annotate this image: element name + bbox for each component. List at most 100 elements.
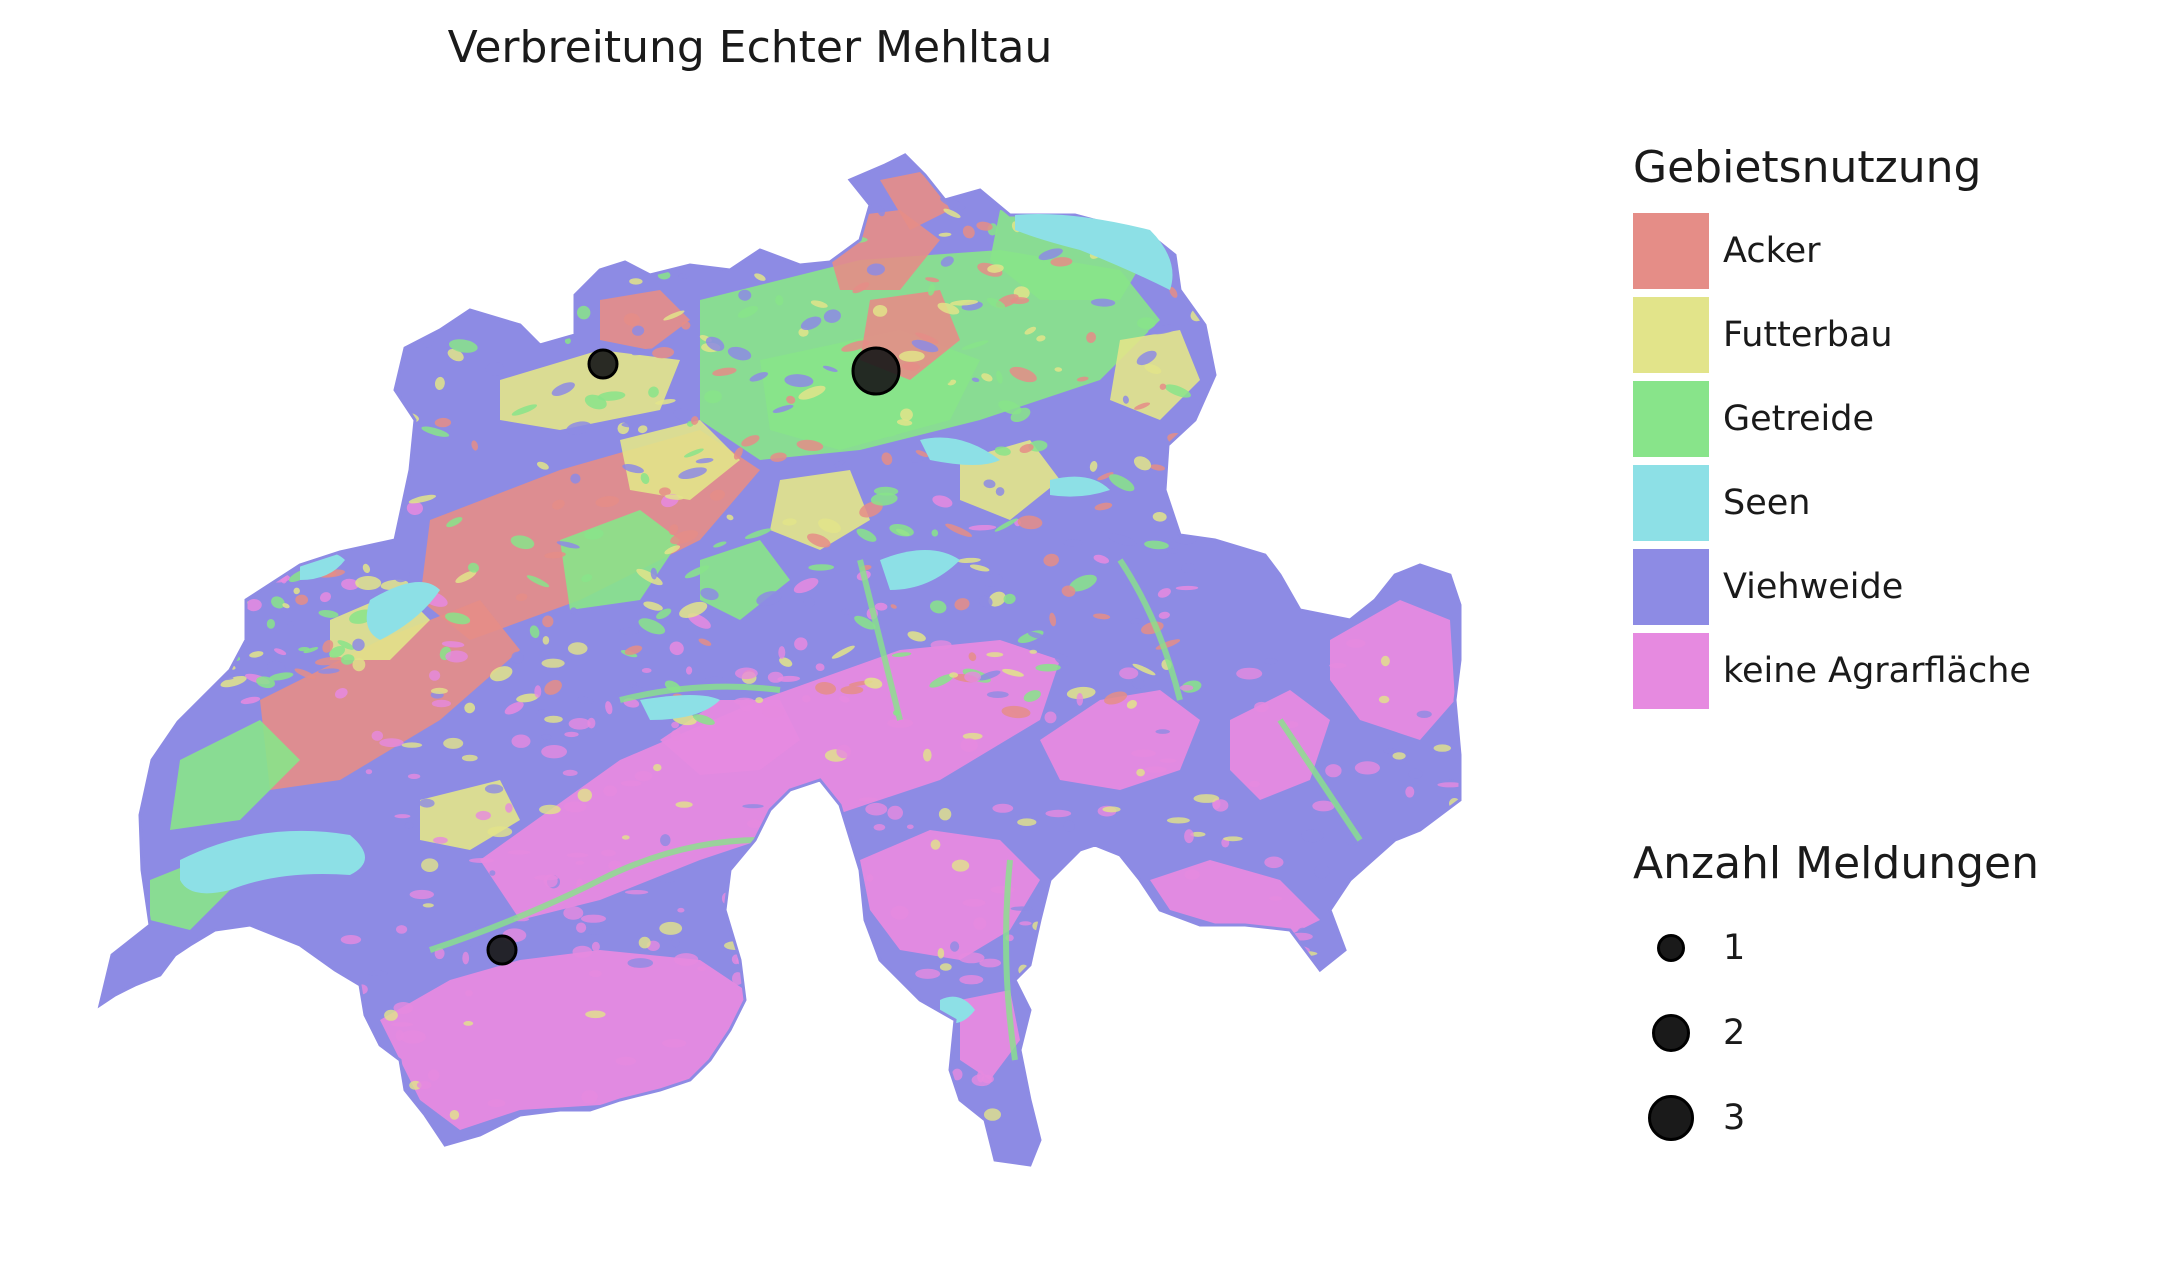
- landuse-speckle: [615, 1056, 637, 1066]
- landuse-speckle: [859, 501, 883, 518]
- landuse-speckle: [602, 233, 622, 245]
- landuse-speckle: [416, 1081, 432, 1090]
- landuse-speckle: [737, 305, 759, 319]
- landuse-speckle: [166, 567, 190, 576]
- landuse-speckle: [744, 1059, 757, 1064]
- landuse-speckle: [684, 448, 704, 458]
- landuse-speckle: [346, 1043, 370, 1048]
- landuse-speckle: [320, 422, 329, 429]
- landuse-speckle: [399, 283, 410, 290]
- landuse-speckle: [383, 490, 393, 498]
- landuse-speckle: [1166, 548, 1179, 554]
- landuse-speckle: [887, 718, 914, 728]
- landuse-speckle: [981, 373, 993, 382]
- landuse-speckle: [462, 951, 470, 965]
- landuse-speckle: [536, 461, 549, 470]
- landuse-speckle: [511, 1121, 523, 1128]
- landuse-speckle: [362, 563, 371, 574]
- landuse-speckle: [563, 906, 584, 920]
- landuse-speckle: [823, 309, 841, 323]
- landuse-speckle: [155, 287, 183, 303]
- landuse-speckle: [1132, 663, 1156, 676]
- landuse-speckle: [1119, 936, 1144, 941]
- landuse-speckle: [318, 668, 340, 674]
- landuse-keine-agrarflaeche-8: [960, 990, 1020, 1080]
- landuse-speckle: [158, 280, 184, 295]
- landuse-speckle: [390, 322, 403, 334]
- landuse-plateau-patch-9: [500, 350, 680, 430]
- landuse-speckle: [296, 197, 318, 209]
- landuse-speckle: [150, 382, 165, 392]
- size-key-dot-3: [1648, 1094, 1694, 1141]
- landuse-speckle: [171, 411, 187, 419]
- landuse-speckle: [1315, 1027, 1329, 1038]
- landuse-speckle: [1285, 1069, 1309, 1079]
- landuse-speckle: [1144, 540, 1169, 550]
- valley-1: [857, 559, 903, 721]
- landuse-speckle: [407, 773, 421, 780]
- landuse-speckle: [656, 608, 672, 620]
- landuse-speckle: [1136, 921, 1156, 926]
- landuse-speckle: [1181, 563, 1196, 573]
- landuse-speckle: [698, 638, 712, 646]
- landuse-speckle: [249, 651, 264, 658]
- landuse-speckle: [1169, 286, 1178, 298]
- landuse-speckle: [1364, 933, 1375, 947]
- landuse-speckle: [1001, 705, 1031, 719]
- landuse-speckle: [585, 1010, 606, 1019]
- landuse-speckle: [990, 885, 1015, 894]
- landuse-speckle: [1104, 691, 1128, 705]
- landuse-speckle: [1107, 533, 1137, 546]
- landuse-speckle: [1184, 212, 1203, 220]
- landuse-speckle: [1437, 953, 1450, 961]
- landuse-speckle: [215, 312, 234, 318]
- landuse-speckle: [1383, 748, 1398, 754]
- landuse-speckle: [627, 958, 654, 968]
- landuse-speckle: [429, 670, 441, 681]
- landuse-speckle: [1028, 631, 1045, 640]
- landuse-speckle: [1351, 1048, 1375, 1057]
- landuse-speckle: [300, 285, 314, 300]
- lake-lucerne: [880, 550, 960, 590]
- landuse-speckle: [200, 327, 219, 340]
- landuse-speckle: [833, 1006, 859, 1014]
- landuse-speckle: [786, 1023, 800, 1032]
- landuse-speckle: [288, 278, 305, 292]
- landuse-speckle: [819, 1050, 845, 1061]
- landuse-speckle: [1400, 1081, 1424, 1095]
- landuse-speckle: [1157, 588, 1171, 598]
- landuse-speckle: [1122, 395, 1129, 404]
- landuse-speckle: [536, 709, 548, 718]
- landuse-speckle: [387, 350, 397, 358]
- landuse-speckle: [237, 523, 264, 539]
- landuse-speckle: [267, 660, 286, 675]
- landuse-speckle: [1083, 1025, 1108, 1039]
- legend-label-viehweide: Viehweide: [1723, 567, 1904, 607]
- landuse-speckle: [414, 204, 437, 216]
- landuse-speckle: [1130, 618, 1143, 624]
- landuse-speckle: [646, 247, 671, 262]
- landuse-speckle: [705, 336, 725, 352]
- landuse-speckle: [959, 975, 984, 985]
- landuse-speckle: [326, 465, 336, 478]
- landuse-plateau-patch-14: [1110, 330, 1200, 420]
- landuse-speckle: [925, 277, 940, 283]
- landuse-speckle: [1093, 554, 1110, 564]
- landuse-speckle: [239, 380, 249, 387]
- landuse-speckle: [566, 421, 592, 435]
- landuse-speckle: [285, 348, 309, 361]
- landuse-speckle: [1242, 1094, 1266, 1107]
- landuse-speckle: [581, 914, 606, 923]
- landuse-speckle: [427, 194, 438, 208]
- landuse-speckle: [1019, 921, 1032, 926]
- landuse-speckle: [352, 658, 366, 672]
- landuse-speckle: [1445, 1066, 1455, 1073]
- landuse-speckle: [897, 1095, 911, 1106]
- landuse-speckle: [678, 273, 689, 279]
- landuse-speckle: [384, 1009, 398, 1021]
- landuse-speckle: [309, 515, 335, 531]
- landuse-speckle: [778, 646, 786, 659]
- landuse-speckle: [287, 621, 294, 628]
- landuse-speckle: [326, 195, 350, 208]
- landuse-speckle: [1203, 1142, 1215, 1148]
